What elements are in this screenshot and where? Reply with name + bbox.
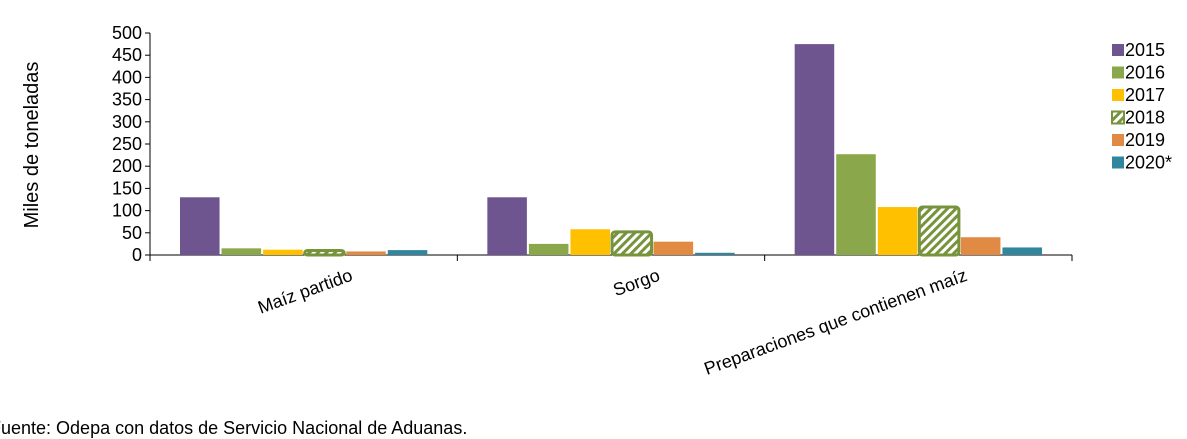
y-tick-label: 350 — [112, 90, 142, 110]
bars — [180, 44, 1042, 257]
legend-label: 2019 — [1125, 130, 1165, 150]
bar-2018-2 — [917, 205, 961, 257]
bar-2019-0 — [346, 251, 386, 255]
bar-2017-1 — [570, 229, 610, 255]
y-axis-label: Miles de toneladas — [21, 62, 43, 229]
legend-swatch — [1112, 156, 1124, 169]
y-tick-label: 500 — [112, 23, 142, 43]
y-tick-label: 0 — [132, 245, 142, 265]
source-note: Fuente: Odepa con datos de Servicio Naci… — [0, 418, 468, 438]
legend-swatch — [1112, 44, 1124, 56]
bar-2018-1 — [610, 230, 654, 257]
bar-2018-0 — [303, 249, 346, 257]
x-tick-label: Preparaciones que contienen maíz — [701, 265, 969, 379]
x-tick-label: Sorgo — [610, 265, 662, 300]
bar-2017-2 — [877, 207, 918, 255]
bar-2019-1 — [653, 241, 694, 255]
legend-swatch — [1111, 110, 1125, 125]
bar-2015-0 — [180, 197, 220, 255]
bar-2020-2 — [1002, 247, 1042, 255]
bar-2016-1 — [528, 243, 569, 255]
x-tick-labels: Maíz partido Sorgo Preparaciones que conti… — [255, 265, 970, 379]
y-tick-label: 300 — [112, 112, 142, 132]
legend-label: 2015 — [1125, 40, 1165, 60]
bar-2020-0 — [387, 250, 428, 255]
legend-label: 2020* — [1125, 153, 1172, 173]
bar-2020-1 — [695, 252, 735, 255]
y-tick-label: 250 — [112, 134, 142, 154]
bar-2017-0 — [263, 249, 303, 255]
bar-2016-2 — [836, 154, 876, 255]
y-tick-label: 400 — [112, 67, 142, 87]
y-tick-label: 150 — [112, 178, 142, 198]
y-tick-label: 450 — [112, 45, 142, 65]
legend-label: 2016 — [1125, 63, 1165, 83]
bar-2015-2 — [794, 44, 835, 255]
legend-swatch — [1112, 89, 1124, 101]
legend-label: 2018 — [1125, 108, 1165, 128]
x-tick-label: Maíz partido — [255, 265, 355, 318]
legend-swatch — [1112, 66, 1124, 79]
y-tick-label: 50 — [122, 223, 142, 243]
bar-2015-1 — [487, 197, 527, 255]
y-tick-label: 200 — [112, 156, 142, 176]
bar-2019-2 — [960, 237, 1001, 255]
y-tick-label: 100 — [112, 201, 142, 221]
legend-label: 2017 — [1125, 85, 1165, 105]
bar-2016-0 — [221, 248, 262, 255]
legend-swatch — [1112, 134, 1124, 146]
